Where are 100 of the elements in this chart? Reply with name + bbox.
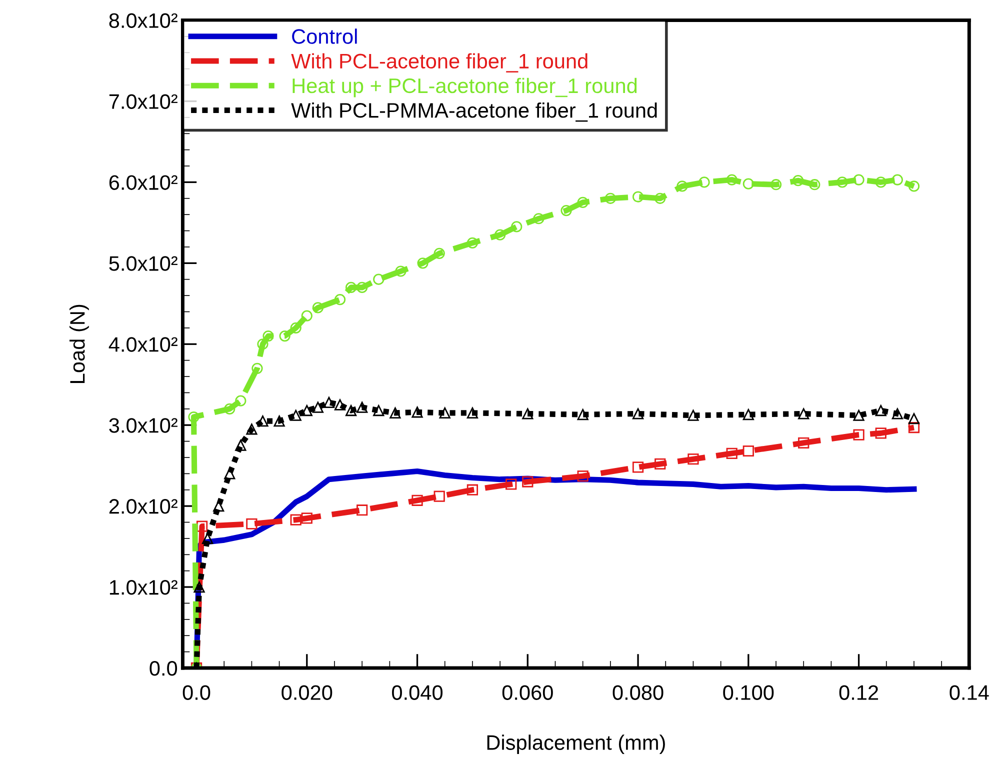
point bbox=[875, 176, 886, 188]
point bbox=[698, 176, 710, 188]
legend-label: Heat up + PCL-acetone fiber_1 round bbox=[292, 78, 637, 98]
point bbox=[908, 413, 920, 424]
point bbox=[726, 174, 738, 186]
point bbox=[257, 338, 268, 350]
point bbox=[345, 404, 357, 416]
point bbox=[434, 490, 445, 502]
point bbox=[334, 294, 346, 306]
x-tick-label: 0.020 bbox=[282, 685, 332, 700]
y-tick-label: 5.0x10² bbox=[109, 256, 178, 271]
point bbox=[246, 424, 258, 435]
point bbox=[290, 514, 302, 526]
point bbox=[604, 192, 616, 204]
point bbox=[875, 404, 886, 416]
y-tick-label: 6.0x10² bbox=[109, 175, 178, 190]
point bbox=[792, 175, 804, 186]
point bbox=[196, 520, 208, 532]
point bbox=[246, 518, 258, 530]
x-axis-title: Displacement (mm) bbox=[487, 734, 665, 754]
point bbox=[908, 180, 920, 192]
point bbox=[224, 468, 236, 480]
point bbox=[742, 178, 754, 190]
point bbox=[356, 402, 368, 413]
x-tick-label: 0.14 bbox=[950, 685, 989, 700]
point bbox=[345, 282, 357, 293]
point bbox=[395, 266, 406, 277]
y-axis-title: Load (N) bbox=[70, 304, 89, 383]
point bbox=[577, 409, 588, 420]
point bbox=[798, 408, 810, 420]
point bbox=[356, 504, 368, 516]
point bbox=[908, 422, 920, 434]
point bbox=[252, 362, 263, 374]
point bbox=[373, 274, 384, 285]
x-tick-label: 0.040 bbox=[392, 685, 443, 700]
point bbox=[323, 396, 335, 408]
point bbox=[632, 408, 644, 420]
point bbox=[224, 403, 236, 414]
point bbox=[262, 330, 274, 342]
point bbox=[688, 410, 699, 421]
point bbox=[356, 282, 368, 293]
x-tick-label: 0.12 bbox=[839, 685, 878, 700]
x-tick-label: 0.0 bbox=[182, 685, 210, 700]
point bbox=[235, 395, 246, 406]
point bbox=[892, 408, 903, 420]
y-tick-label: 4.0x10² bbox=[108, 337, 178, 352]
point bbox=[770, 179, 782, 190]
point bbox=[522, 408, 534, 420]
x-tick-label: 0.060 bbox=[502, 685, 553, 700]
point bbox=[511, 221, 522, 232]
point bbox=[466, 237, 478, 248]
point bbox=[632, 462, 644, 473]
point bbox=[274, 415, 285, 427]
point bbox=[494, 229, 506, 240]
point bbox=[417, 258, 428, 269]
point bbox=[390, 407, 401, 418]
legend-label: With PCL-PMMA-acetone fiber_1 round bbox=[291, 102, 657, 122]
point bbox=[257, 415, 268, 427]
point bbox=[466, 484, 478, 496]
point bbox=[301, 512, 312, 524]
point bbox=[522, 476, 534, 488]
x-tick-label: 0.100 bbox=[723, 685, 774, 700]
point bbox=[853, 429, 864, 440]
point bbox=[279, 330, 290, 342]
y-tick-label: 8.0x10² bbox=[109, 13, 178, 28]
y-tick-label: 7.0x10² bbox=[109, 94, 178, 109]
y-tick-label: 3.0x10² bbox=[109, 418, 178, 433]
point bbox=[235, 440, 246, 451]
point bbox=[726, 448, 738, 459]
point bbox=[742, 445, 754, 457]
point bbox=[506, 478, 517, 490]
point bbox=[373, 404, 384, 416]
point bbox=[533, 213, 544, 224]
y-tick-label: 2.0x10² bbox=[109, 499, 178, 514]
point bbox=[654, 192, 666, 204]
point bbox=[892, 174, 903, 186]
point bbox=[853, 410, 864, 421]
point bbox=[676, 180, 688, 192]
point bbox=[334, 399, 346, 410]
point bbox=[798, 437, 810, 448]
point bbox=[412, 406, 423, 418]
legend-label: Control bbox=[292, 28, 357, 44]
y-tick-label: 0.0 bbox=[150, 660, 178, 676]
point bbox=[853, 174, 864, 186]
point bbox=[301, 310, 312, 322]
point bbox=[742, 409, 754, 420]
x-tick-label: 0.080 bbox=[612, 685, 664, 700]
legend-label: With PCL-acetone fiber_1 round bbox=[291, 53, 588, 72]
point bbox=[412, 494, 423, 506]
point bbox=[809, 179, 820, 190]
point bbox=[560, 204, 572, 216]
point bbox=[290, 410, 302, 421]
point bbox=[654, 458, 666, 470]
point bbox=[875, 428, 886, 439]
point bbox=[194, 581, 205, 593]
point bbox=[312, 402, 324, 413]
point bbox=[312, 302, 324, 314]
point bbox=[301, 404, 312, 416]
point bbox=[836, 176, 848, 188]
point bbox=[290, 322, 302, 334]
